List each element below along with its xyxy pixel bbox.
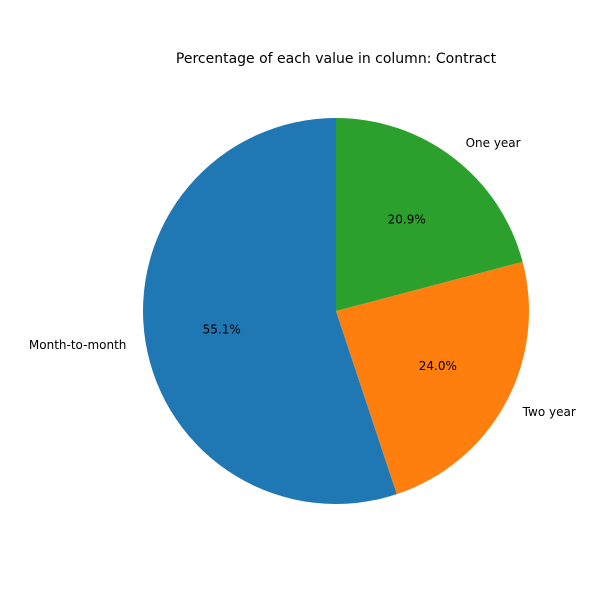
pie-slice-month-to-month <box>143 118 397 505</box>
slice-percent-two-year: 24.0% <box>419 359 457 373</box>
slice-label-one-year: One year <box>466 136 521 150</box>
slice-label-month-to-month: Month-to-month <box>29 338 127 352</box>
slice-label-two-year: Two year <box>522 405 576 419</box>
pie-slice-two-year <box>336 261 529 495</box>
chart-title: Percentage of each value in column: Cont… <box>176 51 497 67</box>
pie-slices <box>143 118 529 505</box>
slice-percent-one-year: 20.9% <box>388 212 426 226</box>
pie-labels: Month-to-month 55.1% Two year 24.0% One year… <box>29 136 576 419</box>
slice-percent-month-to-month: 55.1% <box>203 322 241 336</box>
pie-slice-one-year <box>336 118 523 311</box>
